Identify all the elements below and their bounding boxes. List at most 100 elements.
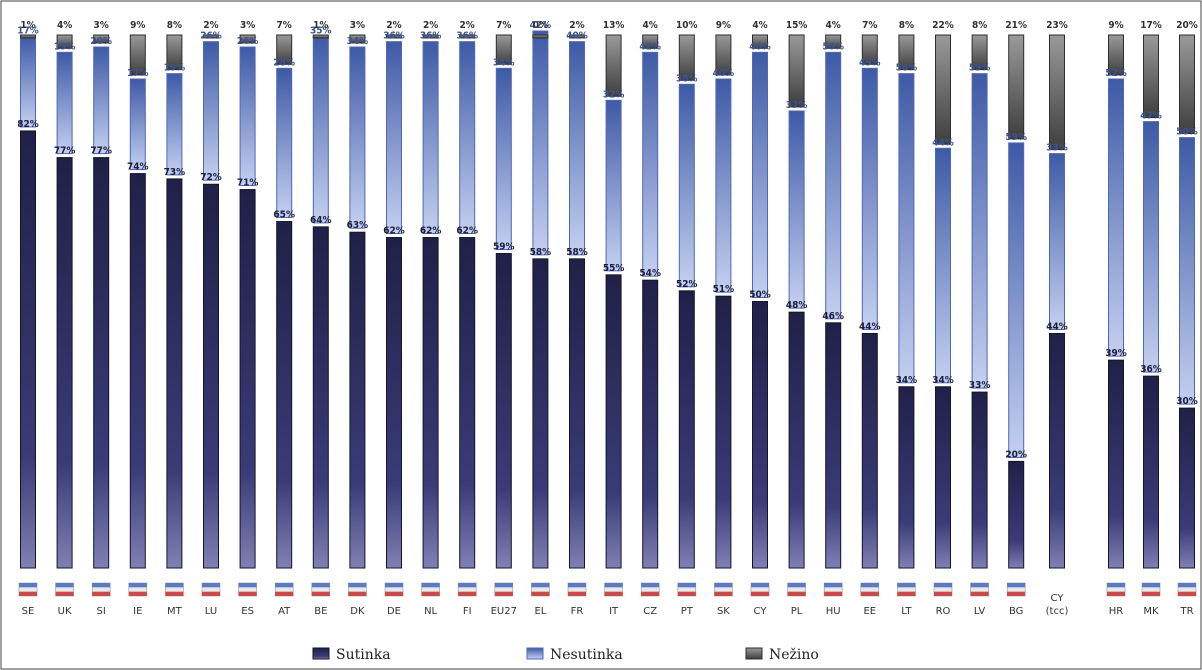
- flag-se-icon: [18, 582, 38, 597]
- label-sutinka-be: 64%: [310, 215, 332, 226]
- bar-nezino-sk: [715, 34, 732, 76]
- flag-cz-icon: [640, 582, 660, 597]
- category-label-lt: LT: [901, 606, 912, 617]
- bar-nezino-nl: [422, 34, 439, 39]
- bar-nesutinka-nl: [422, 41, 439, 235]
- category-label-it: IT: [609, 606, 619, 617]
- label-nezino-lu: 2%: [203, 20, 218, 31]
- bar-nezino-cy: [752, 34, 768, 49]
- legend-swatch-nezino: [745, 647, 763, 660]
- label-sutinka-fr: 58%: [566, 247, 588, 258]
- legend-label-sutinka: Sutinka: [336, 647, 391, 663]
- bar-nesutinka-sk: [715, 78, 732, 293]
- label-sutinka-dk: 63%: [347, 220, 369, 231]
- label-sutinka-es: 71%: [237, 178, 259, 189]
- bar-nezino-hu: [825, 34, 842, 49]
- bar-nezino-lv: [971, 34, 988, 71]
- category-label-de: DE: [387, 606, 401, 617]
- category-label-pl: PL: [791, 606, 803, 617]
- label-sutinka-bg: 20%: [1005, 449, 1027, 460]
- label-nesutinka-be: 35%: [310, 25, 332, 36]
- label-nezino-mt: 8%: [167, 20, 182, 31]
- category-label-dk: DK: [350, 606, 365, 617]
- bar-nesutinka-lv: [971, 73, 988, 389]
- label-nesutinka-de: 36%: [383, 31, 405, 42]
- bar-sutinka-be: [312, 226, 329, 569]
- label-nezino-mk: 17%: [1140, 20, 1162, 31]
- label-nezino-fi: 2%: [460, 20, 475, 31]
- flag-be-icon: [311, 582, 331, 597]
- bar-nezino-hr: [1108, 34, 1124, 76]
- label-sutinka-fi: 62%: [456, 226, 478, 237]
- label-sutinka-it: 55%: [603, 263, 625, 274]
- bar-nesutinka-uk: [56, 51, 73, 155]
- label-nesutinka-mk: 47%: [1140, 111, 1162, 122]
- flag-it-icon: [604, 582, 623, 597]
- flag-uk-icon: [55, 582, 74, 597]
- label-nesutinka-hu: 50%: [822, 41, 844, 52]
- bar-nesutinka-tr: [1179, 137, 1195, 405]
- label-nezino-pl: 15%: [786, 20, 808, 31]
- flags-layer: [18, 582, 1197, 597]
- label-nesutinka-mt: 19%: [164, 63, 186, 74]
- bar-sutinka-ie: [129, 173, 146, 569]
- flag-tr-icon: [1177, 582, 1197, 597]
- flag-cy-icon: [750, 582, 770, 597]
- label-nezino-el: 0%: [533, 20, 548, 31]
- bar-nezino-dk: [349, 34, 366, 44]
- label-sutinka-cz: 54%: [639, 268, 661, 279]
- category-label-mk: MK: [1143, 606, 1159, 617]
- bar-nezino-es: [239, 34, 256, 44]
- flag-de-icon: [384, 582, 404, 597]
- bar-sutinka-lv: [971, 391, 988, 569]
- label-nesutinka-si: 20%: [90, 36, 112, 47]
- bar-nesutinka-de: [386, 41, 402, 235]
- labels-layer: 82%17%1%SE77%19%4%UK77%20%3%SI74%17%9%IE…: [17, 20, 1198, 617]
- bar-sutinka-nl: [422, 237, 439, 569]
- bar-nezino-cy-tcc: [1049, 34, 1065, 151]
- bar-nezino-ee: [861, 34, 878, 65]
- bar-nezino-eu27: [495, 34, 512, 65]
- label-nesutinka-cy-tcc: 33%: [1046, 143, 1068, 154]
- category-label-es: ES: [241, 606, 254, 617]
- label-nesutinka-hr: 52%: [1105, 68, 1127, 79]
- bar-nesutinka-fi: [459, 41, 476, 235]
- bar-sutinka-mt: [166, 178, 183, 569]
- label-nezino-pt: 10%: [676, 20, 698, 31]
- bar-nezino-at: [276, 34, 293, 65]
- bar-nezino-el: [532, 34, 549, 39]
- bar-nesutinka-pt: [678, 83, 695, 288]
- label-nesutinka-lv: 59%: [969, 63, 991, 74]
- bar-nesutinka-it: [605, 99, 622, 272]
- category-label-cz: CZ: [643, 606, 657, 617]
- bars-layer: [20, 30, 1195, 569]
- label-sutinka-si: 77%: [90, 146, 112, 157]
- legend-label-nezino: Nežino: [769, 647, 819, 663]
- label-nesutinka-lu: 26%: [200, 31, 222, 42]
- label-sutinka-lv: 33%: [969, 380, 991, 391]
- label-nesutinka-ee: 49%: [859, 57, 881, 68]
- bar-sutinka-hr: [1108, 359, 1124, 569]
- label-nezino-cz: 4%: [643, 20, 658, 31]
- bar-sutinka-de: [386, 237, 402, 569]
- bar-sutinka-fr: [569, 258, 585, 569]
- bar-nesutinka-hr: [1108, 78, 1124, 357]
- bar-nezino-uk: [56, 34, 73, 49]
- flag-si-icon: [91, 582, 111, 597]
- flag-hu-icon: [823, 582, 843, 597]
- label-nezino-sk: 9%: [716, 20, 731, 31]
- bar-nezino-si: [93, 34, 110, 44]
- category-label-fi: FI: [463, 606, 472, 617]
- bar-nezino-ro: [935, 34, 951, 145]
- label-nezino-cy: 4%: [752, 20, 767, 31]
- category-label-si: SI: [97, 606, 106, 617]
- label-nesutinka-es: 26%: [237, 36, 259, 47]
- bar-nezino-mt: [166, 34, 183, 71]
- label-sutinka-pt: 52%: [676, 279, 698, 290]
- bar-sutinka-lt: [898, 386, 915, 569]
- flag-lv-icon: [970, 582, 989, 597]
- category-label-hu: HU: [826, 606, 841, 617]
- label-nesutinka-it: 32%: [603, 89, 625, 100]
- category-label-sk: SK: [717, 606, 730, 617]
- bar-nezino-mk: [1143, 34, 1159, 119]
